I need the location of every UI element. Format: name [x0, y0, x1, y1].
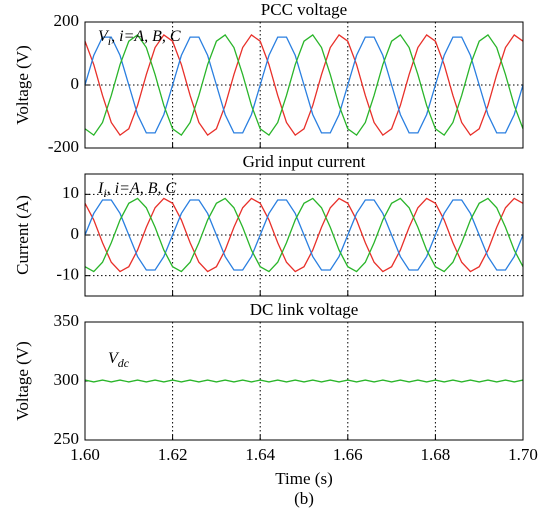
- x-axis-label: Time (s): [275, 469, 332, 488]
- chart-title: DC link voltage: [250, 300, 359, 319]
- y-tick-label: -200: [48, 137, 79, 156]
- x-tick-label: 1.62: [158, 445, 188, 464]
- annotation: Ii, i=A, B, C: [97, 180, 176, 200]
- y-tick-label: 10: [62, 183, 79, 202]
- series-line: [84, 34, 524, 137]
- series-line: [84, 36, 524, 134]
- series-line: [84, 34, 524, 137]
- annotation: Vi, i=A, B, C: [98, 28, 181, 48]
- series-line: [84, 379, 524, 383]
- plot-frame: [84, 173, 524, 297]
- y-tick-label: 350: [54, 311, 80, 330]
- annotation-symbol: V: [108, 350, 120, 367]
- y-tick-label: 0: [71, 74, 80, 93]
- annotation-symbol: V: [98, 28, 110, 45]
- x-tick-label: 1.64: [245, 445, 275, 464]
- y-axis-label: Voltage (V): [13, 341, 32, 420]
- y-tick-label: 300: [54, 370, 80, 389]
- annotation-text: , i=A, B, C: [111, 28, 181, 45]
- plot-frame: [84, 321, 524, 441]
- annotation: Vdc: [108, 350, 130, 370]
- series-line: [84, 197, 524, 273]
- chart-title: PCC voltage: [261, 0, 347, 19]
- y-axis-label: Voltage (V): [13, 45, 32, 124]
- x-tick-label: 1.60: [70, 445, 100, 464]
- y-axis-label: Current (A): [13, 195, 32, 275]
- series-line: [84, 199, 524, 271]
- annotation-text: , i=A, B, C: [107, 180, 177, 197]
- chart-title: Grid input current: [243, 152, 366, 171]
- annotation-subscript: dc: [118, 356, 130, 370]
- annotation-subscript: i: [103, 186, 106, 200]
- y-tick-label: 250: [54, 429, 80, 448]
- x-tick-label: 1.66: [333, 445, 363, 464]
- series-line: [84, 197, 524, 273]
- annotation-subscript: i: [108, 34, 111, 48]
- annotation-symbol: I: [97, 180, 104, 197]
- y-tick-label: -10: [56, 265, 79, 284]
- plot-frame: [84, 21, 524, 149]
- y-tick-label: 200: [54, 11, 80, 30]
- y-tick-label: 0: [71, 224, 80, 243]
- x-tick-label: 1.68: [421, 445, 451, 464]
- caption: (b): [294, 489, 314, 508]
- x-tick-label: 1.70: [508, 445, 538, 464]
